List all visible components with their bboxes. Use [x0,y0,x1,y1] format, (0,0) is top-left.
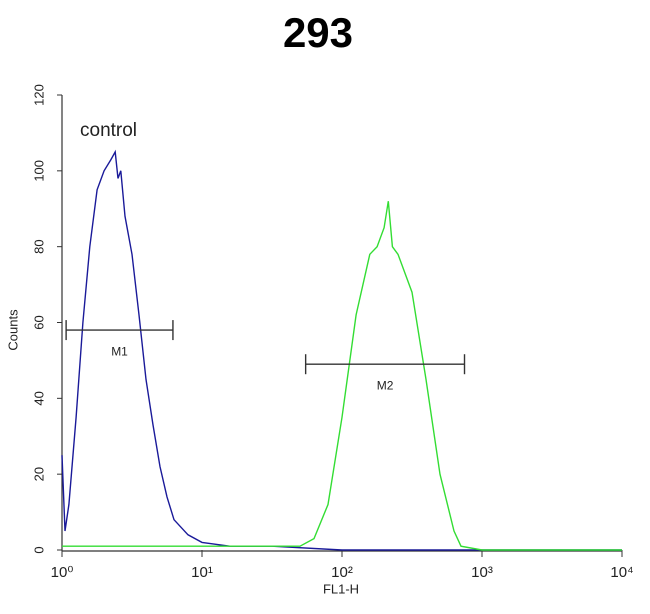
chart-title: 293 [283,9,353,56]
x-tick-label: 10¹ [191,564,213,581]
x-axis-label: FL1-H [323,581,359,596]
y-tick-label: 120 [31,84,46,106]
y-tick-label: 20 [31,467,46,481]
histogram-line [62,201,622,551]
y-tick-label: 60 [31,315,46,329]
series-label: control [80,120,137,141]
marker-label: M1 [111,344,128,358]
histogram-line [61,149,622,551]
y-axis-label: Counts [5,309,20,351]
y-tick-label: 0 [31,546,46,553]
x-tick-label: 10³ [471,564,493,581]
x-tick-label: 10⁴ [610,564,633,581]
x-tick-label: 10² [331,564,353,581]
marker-label: M2 [377,378,394,392]
x-tick-label: 10⁰ [51,564,74,581]
y-tick-label: 100 [31,160,46,182]
y-tick-label: 80 [31,239,46,253]
y-tick-label: 40 [31,391,46,405]
